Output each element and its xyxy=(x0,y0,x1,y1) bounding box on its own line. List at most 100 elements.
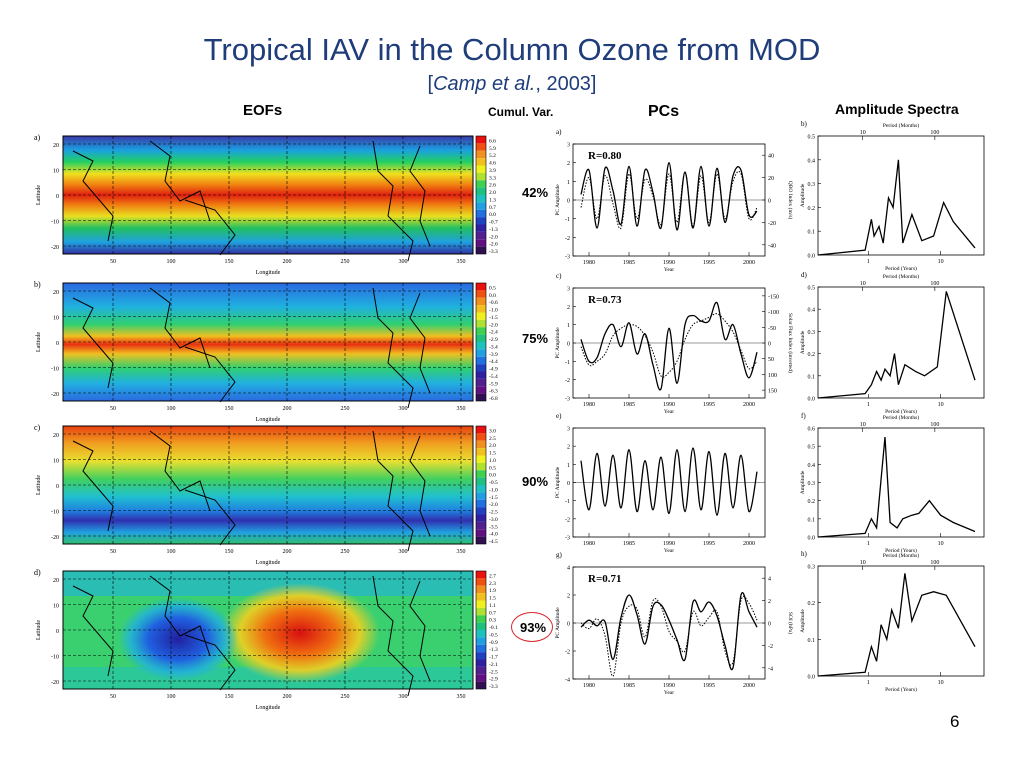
colorbar-label: -3.5 xyxy=(489,524,498,530)
x-axis-label: Year xyxy=(664,267,674,273)
x-axis-label: Year xyxy=(664,548,674,554)
x-tick-label: 10 xyxy=(938,541,944,547)
y2-axis-label: SOI (hPa) xyxy=(787,612,794,634)
highlight-circle xyxy=(511,612,553,642)
lon-tick-label: 100 xyxy=(167,694,176,700)
lon-tick-label: 100 xyxy=(167,259,176,265)
y-tick-label: -3 xyxy=(565,255,570,261)
y-tick-label: 0.4 xyxy=(808,463,816,469)
colorbar-label: -3.3 xyxy=(489,249,498,255)
plot-frame xyxy=(817,427,985,538)
y-tick-label: -3 xyxy=(565,536,570,542)
x-tick-label: 1985 xyxy=(623,683,635,689)
coastline xyxy=(72,140,431,262)
colorbar-swatch xyxy=(476,371,486,379)
lon-tick-label: 50 xyxy=(110,694,116,700)
lon-tick-label: 250 xyxy=(341,406,350,412)
colorbar-swatch xyxy=(476,659,486,667)
colorbar-swatch xyxy=(476,327,486,335)
colorbar-swatch xyxy=(476,600,486,608)
x-tick-label: 1 xyxy=(867,402,870,408)
colorbar-swatch xyxy=(476,637,486,645)
x-axis-label: Period (Years) xyxy=(885,686,917,693)
y-tick-label: 0.2 xyxy=(808,206,816,212)
y-tick-label: 0.1 xyxy=(808,230,816,236)
lat-tick-label: 20 xyxy=(53,290,59,296)
x-tick-label: 1985 xyxy=(623,541,635,547)
y-tick-label: 4 xyxy=(567,566,570,572)
colorbar-label: -1.3 xyxy=(489,227,498,233)
y-axis-label: Amplitude xyxy=(800,609,806,633)
colorbar-swatch xyxy=(476,507,486,515)
colorbar-label: 0.5 xyxy=(489,285,496,291)
colorbar-label: -0.9 xyxy=(489,640,498,646)
citation-open: [ xyxy=(427,73,434,95)
y2-tick-label: 150 xyxy=(768,389,777,395)
lon-tick-label: 150 xyxy=(225,549,234,555)
map-xlabel: Longitude xyxy=(256,560,281,566)
eof-field xyxy=(63,426,473,544)
x-tick-label: 1985 xyxy=(623,402,635,408)
y-tick-label: 3 xyxy=(567,427,570,433)
y-tick-label: 0.5 xyxy=(808,445,816,451)
colorbar-swatch xyxy=(476,681,486,689)
colorbar-swatch xyxy=(476,297,486,306)
map-ylabel: Latitude xyxy=(36,475,42,495)
lat-tick-label: 10 xyxy=(53,316,59,322)
lat-tick-label: 0 xyxy=(56,194,59,200)
y-tick-label: 0.3 xyxy=(808,481,816,487)
lon-tick-label: 300 xyxy=(399,406,408,412)
plot-frame xyxy=(572,287,766,399)
correlation-annotation: R=0.80 xyxy=(588,150,622,162)
colorbar-swatch xyxy=(476,319,486,328)
lat-tick-label: 20 xyxy=(53,143,59,149)
eof-field-north xyxy=(63,571,473,596)
colorbar-swatch xyxy=(476,615,486,623)
header-eofs: EOFs xyxy=(243,102,283,119)
colorbar-label: -3.9 xyxy=(489,352,498,358)
colorbar-label: -3.4 xyxy=(489,344,498,350)
map-ylabel: Latitude xyxy=(36,332,42,352)
map-ylabel: Latitude xyxy=(36,620,42,640)
colorbar-label: -1.5 xyxy=(489,315,498,321)
panel-label: a) xyxy=(556,128,562,136)
y-axis-label: PC Amplitude xyxy=(555,466,561,498)
y-tick-label: 0.3 xyxy=(808,182,816,188)
y-axis-label: PC Amplitude xyxy=(555,607,561,639)
lat-tick-label: -10 xyxy=(51,220,59,226)
colorbar-swatch xyxy=(476,593,486,601)
x-tick-label: 1990 xyxy=(663,260,675,266)
eof-cold-anomaly xyxy=(118,597,238,681)
y-tick-label: -3 xyxy=(565,397,570,403)
colorbar-swatch xyxy=(476,209,486,218)
lon-tick-label: 300 xyxy=(399,694,408,700)
colorbar-label: 3.3 xyxy=(489,175,496,181)
eof-panel-label: c) xyxy=(34,423,41,432)
panel-label: e) xyxy=(556,412,562,420)
y-tick-label: -1 xyxy=(565,360,570,366)
top-tick-label: 100 xyxy=(930,130,939,136)
citation: [Camp et al., 2003] xyxy=(0,73,1024,96)
colorbar-swatch xyxy=(476,165,486,173)
lat-tick-label: 0 xyxy=(56,341,59,347)
eof-panel-label: d) xyxy=(34,568,41,577)
colorbar-swatch xyxy=(476,666,486,675)
colorbar-swatch xyxy=(476,136,486,144)
colorbar-swatch xyxy=(476,492,486,500)
colorbar-swatch xyxy=(476,158,486,166)
x-axis-label: Year xyxy=(664,409,674,415)
y2-tick-label: -50 xyxy=(768,326,776,332)
colorbar-label: 1.5 xyxy=(489,596,496,602)
lon-tick-label: 150 xyxy=(225,259,234,265)
x-axis-label: Year xyxy=(664,690,674,696)
lat-tick-label: -10 xyxy=(51,367,59,373)
colorbar-swatch xyxy=(476,349,486,357)
colorbar-swatch xyxy=(476,334,486,342)
colorbar-swatch xyxy=(476,499,486,508)
y2-tick-label: -4 xyxy=(768,666,773,672)
correlation-annotation: R=0.71 xyxy=(588,573,621,585)
lat-tick-label: 10 xyxy=(53,604,59,610)
colorbar-label: -1.5 xyxy=(489,495,498,501)
colorbar-label: 4.6 xyxy=(489,161,496,167)
